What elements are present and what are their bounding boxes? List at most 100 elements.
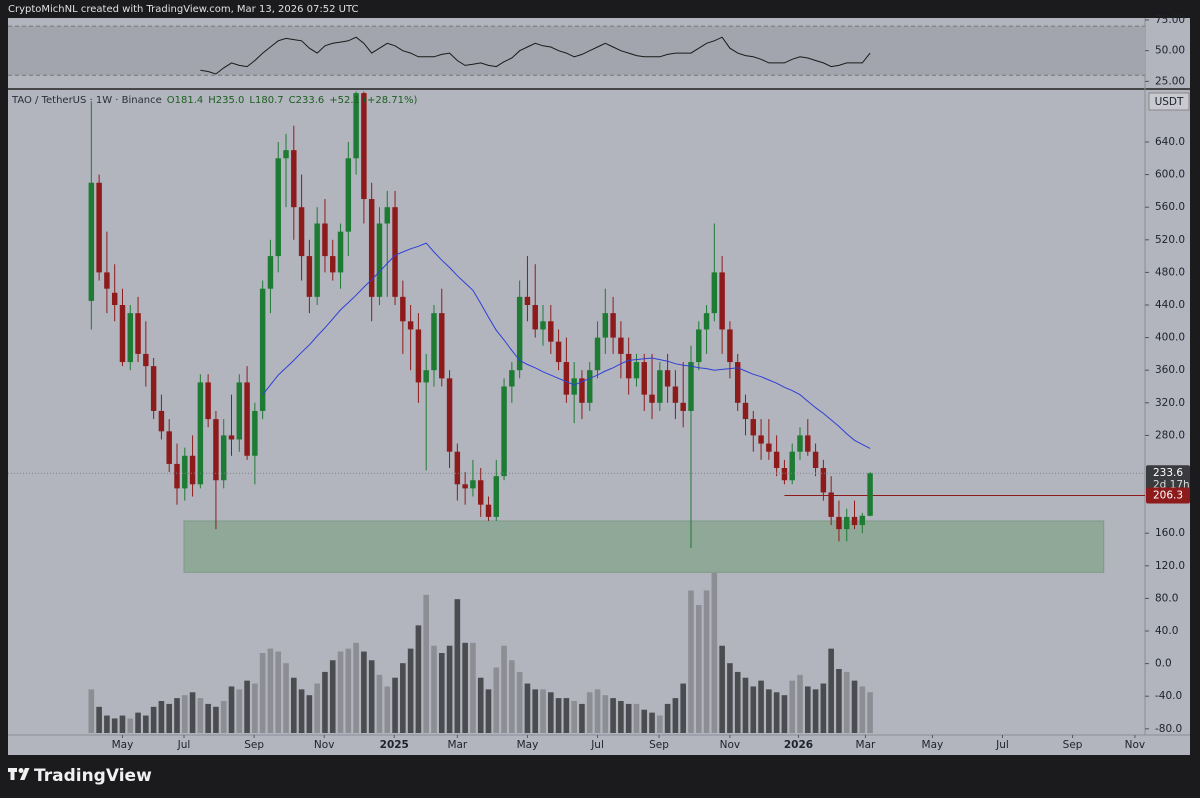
volume-bar	[540, 689, 546, 733]
y-tick-label: 40.0	[1155, 625, 1178, 637]
legend-value: O181.4	[166, 95, 204, 106]
candle-body	[524, 296, 531, 305]
candle-body	[773, 451, 780, 469]
candle-body	[844, 516, 850, 530]
candle-body	[446, 378, 453, 452]
volume-bar	[586, 692, 593, 733]
candle-body	[711, 272, 718, 314]
candle-body	[423, 370, 429, 383]
candle-body	[197, 382, 204, 485]
volume-bar	[252, 683, 258, 733]
candle-body	[836, 516, 842, 530]
volume-bar	[135, 712, 141, 733]
x-tick-label: May	[922, 739, 944, 751]
candle-body	[244, 382, 250, 456]
volume-bar	[244, 680, 250, 733]
volume-bar	[376, 674, 383, 733]
volume-bar	[477, 677, 484, 733]
level-label: 206.3	[1153, 489, 1183, 501]
y-tick-label: 80.0	[1155, 592, 1178, 604]
candle-body	[337, 231, 344, 273]
candle-body	[828, 492, 834, 517]
y-tick-label: 400.0	[1155, 332, 1185, 344]
candle-body	[548, 321, 554, 342]
volume-bar	[719, 645, 725, 733]
volume-bar	[298, 689, 305, 733]
candle-body	[540, 321, 546, 330]
volume-bar	[532, 689, 539, 733]
volume-bar	[283, 663, 289, 733]
volume-bar	[431, 645, 437, 733]
volume-bar	[454, 599, 461, 733]
candle-body	[587, 370, 593, 403]
candle-body	[610, 313, 616, 338]
volume-bar	[766, 689, 772, 733]
volume-bar	[337, 651, 344, 733]
legend-value: H235.0	[208, 95, 245, 106]
candle-body	[306, 256, 313, 297]
rsi-tick-label: 75.00	[1155, 14, 1185, 26]
y-tick-label: -40.0	[1155, 690, 1182, 702]
volume-bar	[150, 706, 157, 733]
y-tick-label: 600.0	[1155, 169, 1185, 181]
volume-bar	[392, 677, 398, 733]
volume-bar	[509, 660, 515, 733]
x-tick-label: Mar	[856, 739, 876, 751]
y-tick-label: 120.0	[1155, 560, 1185, 572]
volume-bar	[166, 703, 173, 733]
candle-body	[431, 313, 437, 371]
volume-bar	[789, 680, 796, 733]
volume-bar	[119, 715, 126, 733]
candle-body	[493, 476, 500, 517]
last-price-box	[1146, 465, 1190, 493]
volume-bar	[88, 689, 95, 733]
candle-body	[532, 305, 538, 330]
volume-bar	[143, 715, 149, 733]
candle-body	[415, 329, 422, 383]
legend-value: L180.7	[249, 95, 284, 106]
candle-body	[641, 362, 647, 395]
volume-bar	[291, 677, 297, 733]
candle-body	[805, 435, 811, 452]
candle-body	[353, 93, 359, 159]
volume-bar	[563, 698, 570, 733]
volume-bar	[750, 686, 757, 733]
candle-body	[330, 256, 336, 273]
volume-bar	[727, 663, 733, 733]
candle-body	[189, 455, 196, 485]
volume-bar	[579, 703, 585, 733]
volume-bar	[664, 703, 671, 733]
candle-body	[485, 504, 492, 517]
candle-body	[672, 386, 679, 403]
legend-value: C233.6	[288, 95, 325, 106]
y-tick-label: 280.0	[1155, 429, 1185, 441]
candle-body	[602, 313, 609, 338]
candle-body	[439, 313, 445, 379]
candle-body	[150, 366, 157, 411]
volume-bar	[672, 698, 679, 733]
level-box	[1146, 487, 1190, 504]
volume-bar	[516, 671, 523, 733]
candle-body	[625, 353, 632, 379]
volume-bar	[96, 706, 102, 733]
last-price-label: 233.6	[1153, 467, 1183, 479]
x-tick-label: Sep	[649, 739, 669, 751]
candle-body	[649, 394, 655, 403]
rsi-tick-label: 25.00	[1155, 75, 1185, 87]
volume-bar	[758, 680, 764, 733]
candle-body	[781, 468, 788, 481]
candle-body	[275, 158, 281, 257]
volume-bar	[797, 674, 803, 733]
candle-body	[220, 435, 227, 481]
volume-bar	[353, 642, 359, 733]
brand-logo	[8, 768, 30, 780]
volume-bar	[400, 663, 406, 733]
volume-bar	[275, 651, 282, 733]
candle-body	[789, 451, 795, 481]
volume-bar	[828, 648, 834, 733]
x-tick-label: Nov	[720, 739, 741, 751]
x-tick-label: May	[517, 739, 539, 751]
candle-body	[291, 150, 297, 208]
x-tick-label: Nov	[314, 739, 335, 751]
volume-bar	[602, 695, 609, 733]
